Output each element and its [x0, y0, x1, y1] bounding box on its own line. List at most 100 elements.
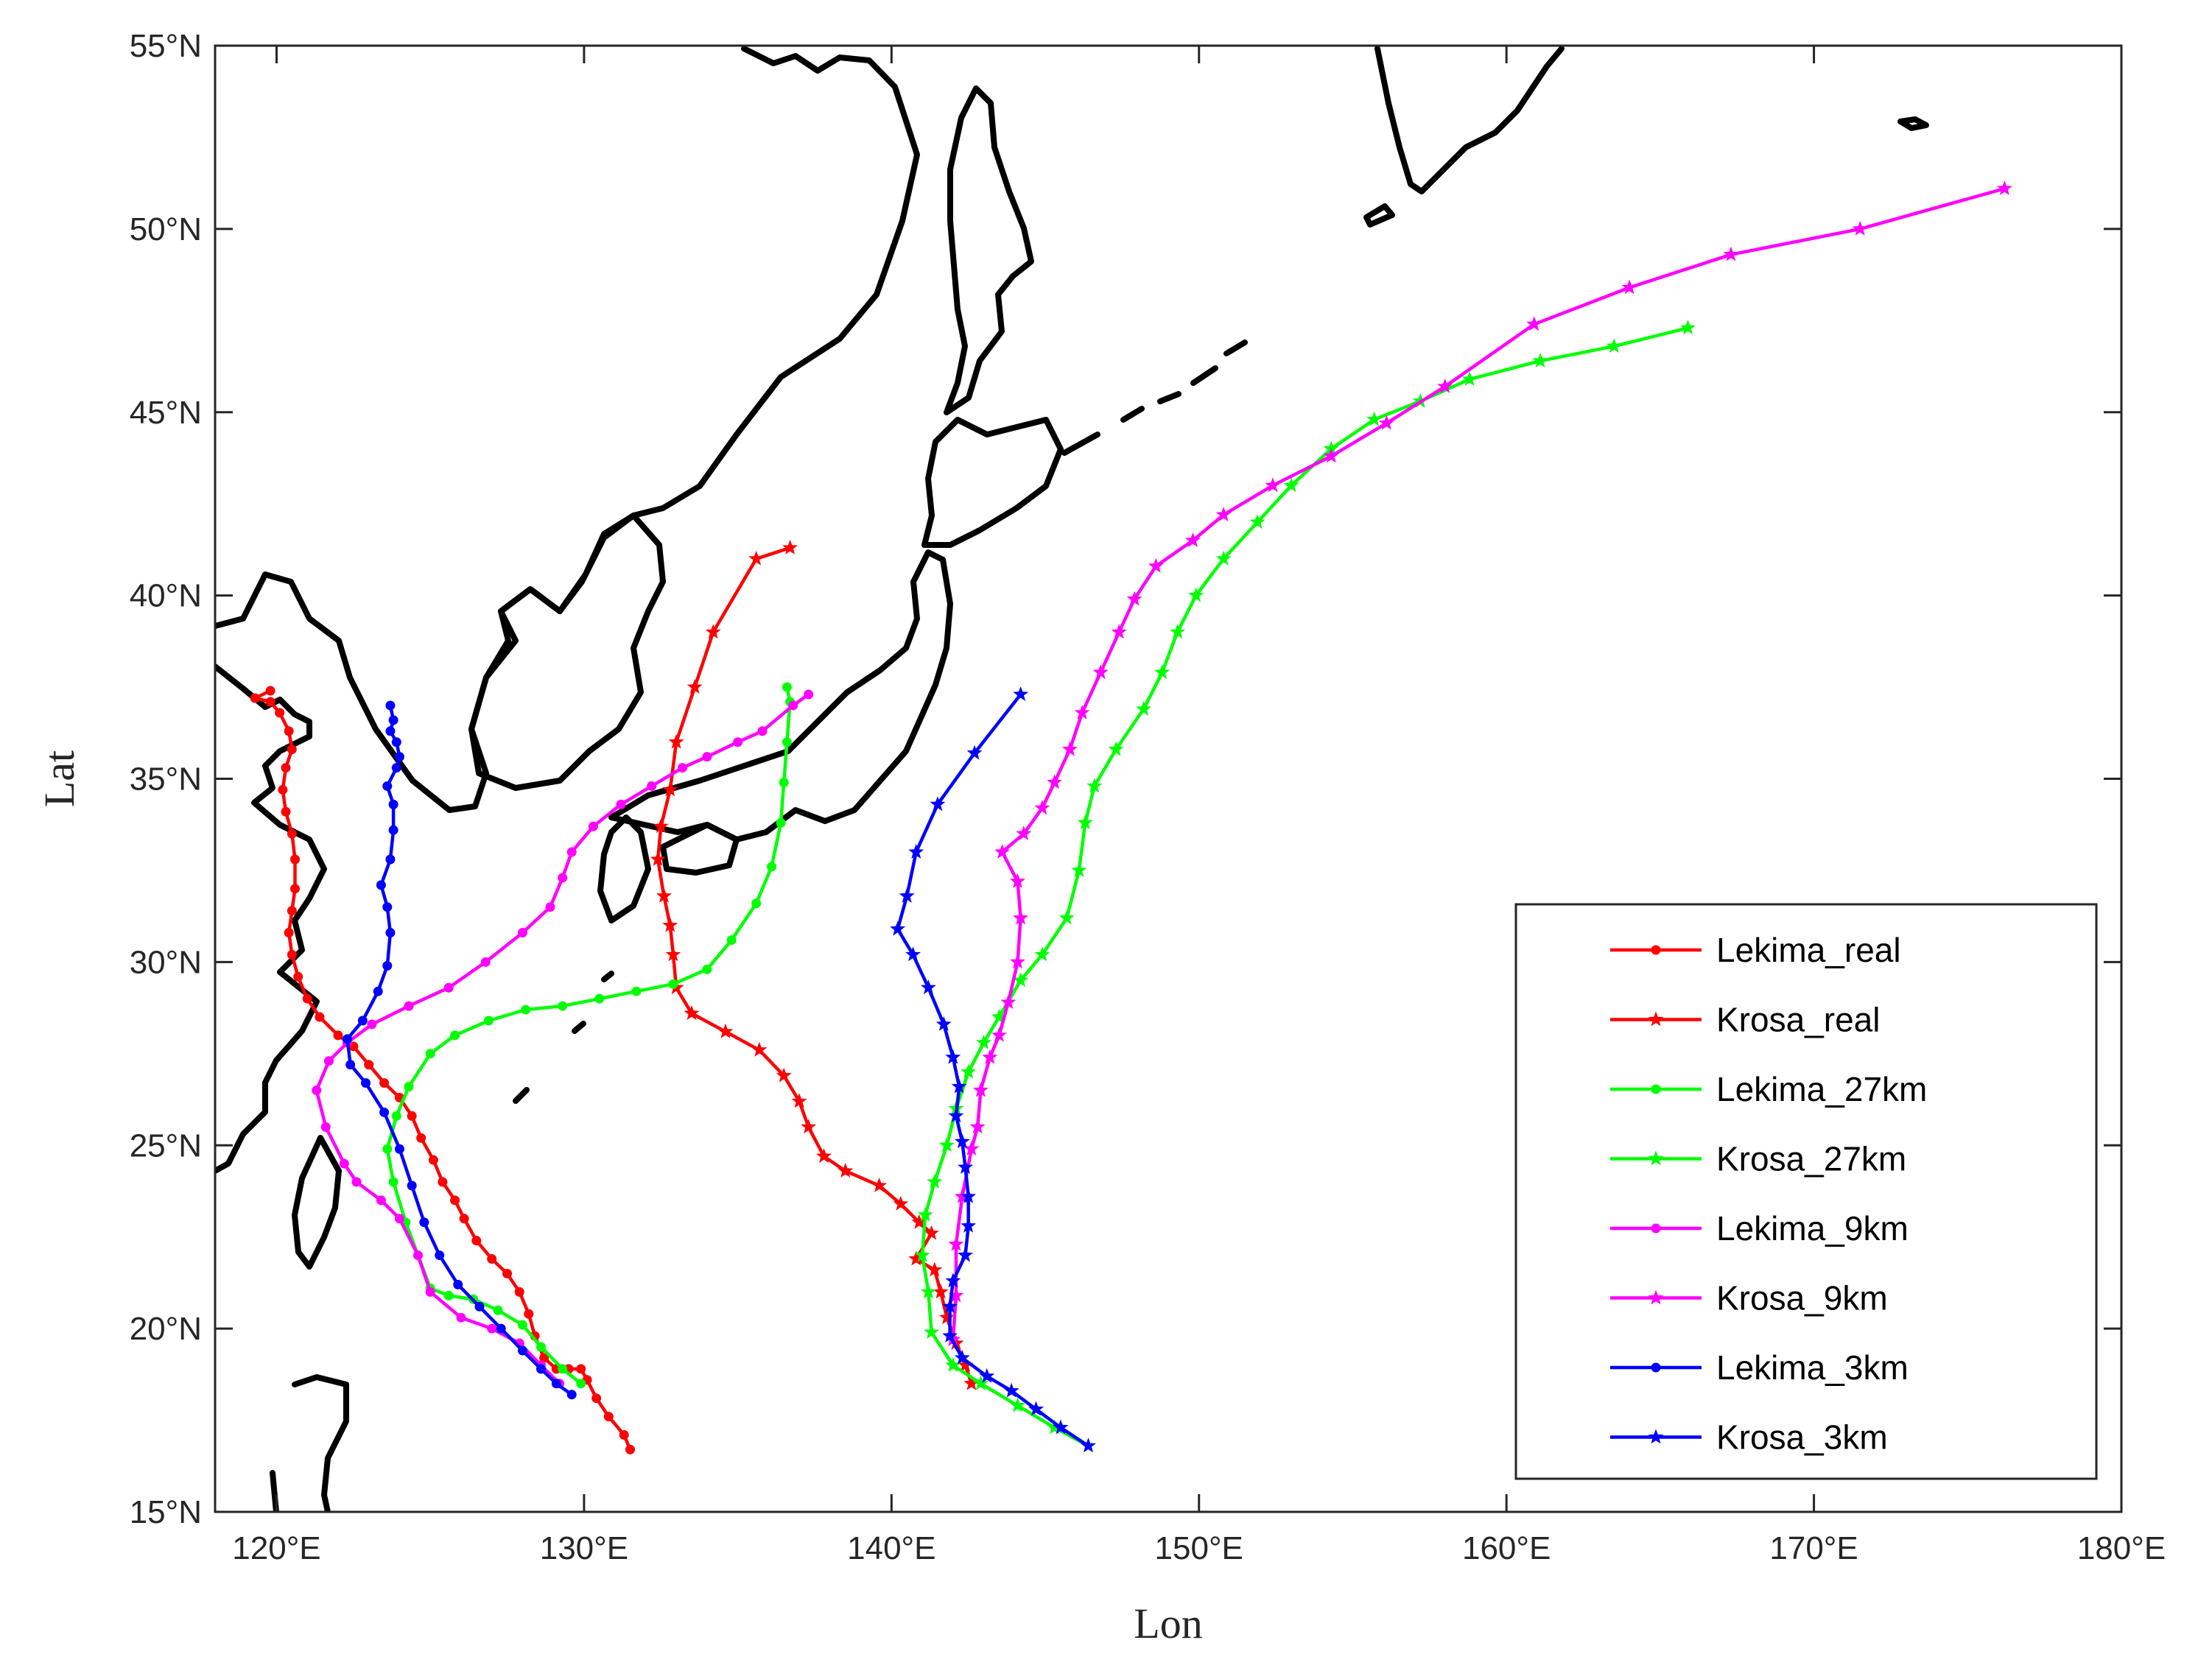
star-marker [1013, 909, 1029, 925]
star-marker [1461, 371, 1478, 386]
star-marker [1283, 477, 1299, 493]
star-marker [958, 1356, 973, 1372]
dot-marker [702, 752, 712, 762]
legend-dot-marker [1651, 1084, 1661, 1094]
coastline-taiwan [292, 1135, 342, 1270]
x-tick-label: 120°E [232, 1530, 320, 1566]
dot-marker [388, 1177, 398, 1187]
star-marker [1154, 664, 1170, 680]
star-marker [668, 733, 684, 749]
star-marker [1047, 774, 1062, 789]
legend-label: Lekima_27km [1716, 1070, 1927, 1108]
star-marker [665, 946, 681, 962]
star-marker [1136, 700, 1152, 716]
series-line [951, 186, 2006, 1340]
dot-marker [284, 726, 294, 736]
dot-marker [474, 1301, 485, 1312]
star-marker [958, 1159, 973, 1174]
dot-marker [287, 828, 297, 839]
star-marker [911, 1214, 927, 1229]
star-marker [791, 1093, 807, 1108]
dot-marker [275, 708, 285, 718]
star-marker [776, 1067, 792, 1083]
series-krosa-3km [890, 686, 1096, 1453]
star-marker [1111, 624, 1127, 639]
star-marker [893, 1195, 909, 1211]
star-marker [963, 1375, 980, 1390]
x-tick-label: 140°E [847, 1530, 935, 1566]
track-series-layer [250, 180, 2012, 1454]
dot-marker [287, 949, 297, 960]
star-marker [1215, 550, 1232, 566]
dot-marker [323, 1056, 334, 1066]
dot-marker [751, 898, 762, 909]
dot-marker [514, 1287, 524, 1297]
dot-marker [404, 1001, 414, 1011]
dot-marker [250, 693, 260, 703]
coastline-aleutian-island [1897, 116, 1929, 131]
dot-marker [388, 825, 398, 835]
star-marker [991, 1009, 1007, 1024]
dot-marker [391, 1111, 401, 1121]
dot-marker [379, 1078, 390, 1088]
dot-marker [616, 799, 626, 809]
dot-marker [588, 821, 598, 831]
y-tick-label: 45°N [130, 395, 202, 431]
dot-marker [443, 982, 454, 993]
dot-marker [517, 928, 527, 938]
star-marker [656, 887, 672, 903]
star-marker [751, 1041, 768, 1057]
star-marker [921, 1284, 936, 1299]
dot-marker [385, 700, 396, 711]
coastline-china-coast [215, 664, 327, 1174]
y-tick-label: 40°N [130, 578, 202, 614]
star-marker [927, 1261, 943, 1277]
star-marker [1013, 972, 1029, 988]
star-marker [958, 1247, 973, 1262]
y-tick-label: 30°N [130, 944, 202, 980]
dot-marker [302, 993, 312, 1004]
dot-marker [265, 697, 275, 707]
star-marker [951, 1078, 967, 1094]
dot-marker [287, 906, 297, 916]
legend-label: Krosa_3km [1716, 1418, 1888, 1457]
star-marker [1723, 246, 1739, 261]
dot-marker [576, 1364, 586, 1374]
coastline-korea-peninsula [468, 513, 666, 791]
star-marker [653, 818, 669, 834]
dot-marker [391, 763, 401, 773]
star-marker [1366, 411, 1383, 426]
star-marker [1034, 946, 1050, 962]
dot-marker [631, 986, 642, 996]
star-marker [939, 1137, 955, 1152]
legend-item: Lekima_27km [1610, 1070, 1927, 1108]
dot-marker [566, 1390, 577, 1400]
star-marker [1526, 316, 1542, 331]
series-line [896, 693, 1089, 1448]
dot-marker [456, 1312, 466, 1323]
star-marker [1852, 220, 1868, 236]
star-marker [905, 946, 921, 962]
star-marker [991, 1027, 1007, 1042]
dot-marker [496, 1323, 506, 1334]
star-marker [954, 1349, 970, 1365]
star-marker [966, 745, 983, 760]
star-marker [945, 1273, 961, 1288]
legend-item: Krosa_9km [1610, 1279, 1888, 1317]
x-tick-label: 160°E [1462, 1530, 1551, 1566]
star-marker [1092, 664, 1109, 680]
legend-label: Lekima_real [1716, 931, 1901, 969]
star-marker [1086, 778, 1103, 793]
star-marker [890, 921, 906, 936]
star-marker [1062, 741, 1078, 756]
dot-marker [407, 1180, 417, 1191]
dot-marker [361, 1078, 371, 1088]
dot-marker [566, 847, 577, 857]
coastline-sakhalin [944, 85, 1034, 415]
dot-marker [339, 1158, 349, 1169]
dot-marker [443, 1290, 454, 1301]
star-marker [979, 1368, 995, 1383]
star-marker [939, 1309, 955, 1325]
series-krosa-27km [914, 320, 1696, 1453]
